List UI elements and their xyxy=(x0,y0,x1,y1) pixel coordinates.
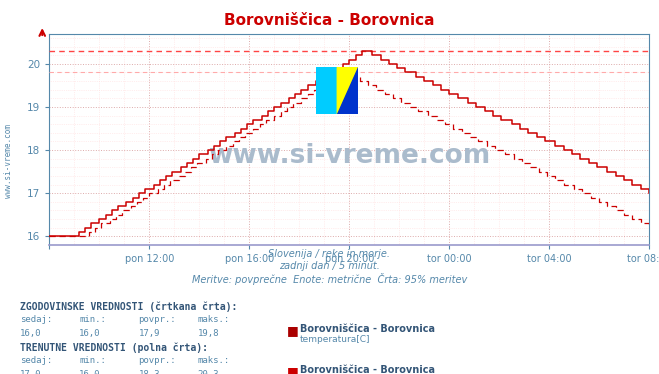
Text: 17,0: 17,0 xyxy=(20,370,42,374)
Text: 16,0: 16,0 xyxy=(20,329,42,338)
Polygon shape xyxy=(337,67,358,114)
Text: povpr.:: povpr.: xyxy=(138,356,176,365)
Text: ■: ■ xyxy=(287,324,299,337)
Text: zadnji dan / 5 minut.: zadnji dan / 5 minut. xyxy=(279,261,380,271)
Text: 16,0: 16,0 xyxy=(79,370,101,374)
Text: min.:: min.: xyxy=(79,315,106,324)
Text: 16,0: 16,0 xyxy=(79,329,101,338)
Polygon shape xyxy=(316,67,337,114)
Text: 17,9: 17,9 xyxy=(138,329,160,338)
Text: www.si-vreme.com: www.si-vreme.com xyxy=(208,143,490,169)
Text: maks.:: maks.: xyxy=(198,356,230,365)
Text: min.:: min.: xyxy=(79,356,106,365)
Text: Slovenija / reke in morje.: Slovenija / reke in morje. xyxy=(268,249,391,259)
Text: 20,3: 20,3 xyxy=(198,370,219,374)
Text: ■: ■ xyxy=(287,365,299,374)
Text: 19,8: 19,8 xyxy=(198,329,219,338)
Text: Borovniščica - Borovnica: Borovniščica - Borovnica xyxy=(300,365,435,374)
Text: sedaj:: sedaj: xyxy=(20,315,52,324)
Text: temperatura[C]: temperatura[C] xyxy=(300,335,370,344)
Text: maks.:: maks.: xyxy=(198,315,230,324)
Text: www.si-vreme.com: www.si-vreme.com xyxy=(4,124,13,198)
Text: sedaj:: sedaj: xyxy=(20,356,52,365)
Text: povpr.:: povpr.: xyxy=(138,315,176,324)
Text: Meritve: povprečne  Enote: metrične  Črta: 95% meritev: Meritve: povprečne Enote: metrične Črta:… xyxy=(192,273,467,285)
Text: Borovniščica - Borovnica: Borovniščica - Borovnica xyxy=(224,13,435,28)
Text: 18,3: 18,3 xyxy=(138,370,160,374)
Text: ZGODOVINSKE VREDNOSTI (črtkana črta):: ZGODOVINSKE VREDNOSTI (črtkana črta): xyxy=(20,301,237,312)
Polygon shape xyxy=(337,67,358,114)
Text: Borovniščica - Borovnica: Borovniščica - Borovnica xyxy=(300,324,435,334)
Text: TRENUTNE VREDNOSTI (polna črta):: TRENUTNE VREDNOSTI (polna črta): xyxy=(20,342,208,353)
